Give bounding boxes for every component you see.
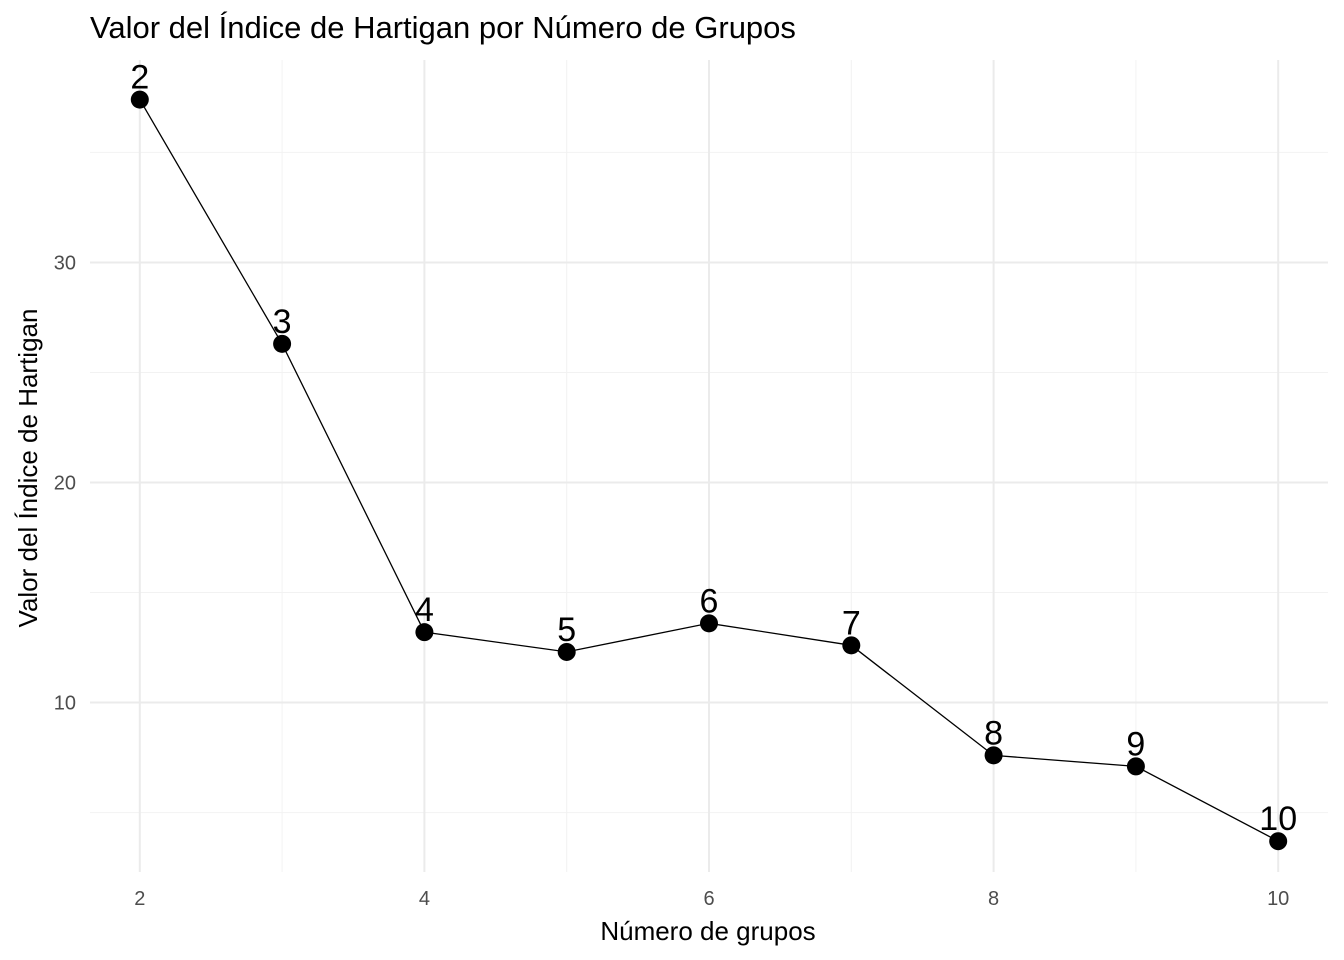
data-point — [557, 642, 576, 661]
data-label: 8 — [984, 714, 1003, 752]
data-point — [1269, 832, 1288, 851]
data-labels: 2 3 4 5 6 7 8 9 10 — [130, 59, 1297, 839]
data-point — [984, 746, 1003, 765]
y-axis-title: Valor del Índice de Hartigan — [13, 309, 43, 628]
data-point — [415, 623, 434, 642]
data-label: 6 — [700, 582, 719, 620]
data-label: 10 — [1259, 800, 1297, 838]
y-axis-ticks: 10 20 30 — [54, 252, 76, 714]
data-label: 5 — [557, 611, 576, 649]
x-axis-ticks: 2 4 6 8 10 — [134, 888, 1289, 910]
chart-title: Valor del Índice de Hartigan por Número … — [90, 10, 796, 45]
data-point — [842, 636, 861, 655]
y-tick-label: 20 — [54, 473, 76, 495]
x-tick-label: 8 — [988, 888, 999, 910]
data-point — [1126, 757, 1145, 776]
data-point — [130, 90, 149, 109]
data-points — [130, 90, 1288, 851]
data-label: 9 — [1126, 725, 1145, 763]
x-tick-label: 10 — [1267, 888, 1289, 910]
x-tick-label: 4 — [419, 888, 430, 910]
data-point — [273, 334, 292, 353]
data-label: 2 — [130, 59, 149, 97]
x-axis-title: Número de grupos — [600, 916, 815, 946]
y-tick-label: 30 — [54, 252, 76, 274]
x-tick-label: 6 — [703, 888, 714, 910]
x-tick-label: 2 — [134, 888, 145, 910]
data-label: 7 — [842, 604, 861, 642]
data-label: 3 — [273, 303, 292, 341]
data-label: 4 — [415, 591, 434, 629]
data-point — [700, 614, 718, 633]
y-tick-label: 10 — [54, 693, 76, 715]
